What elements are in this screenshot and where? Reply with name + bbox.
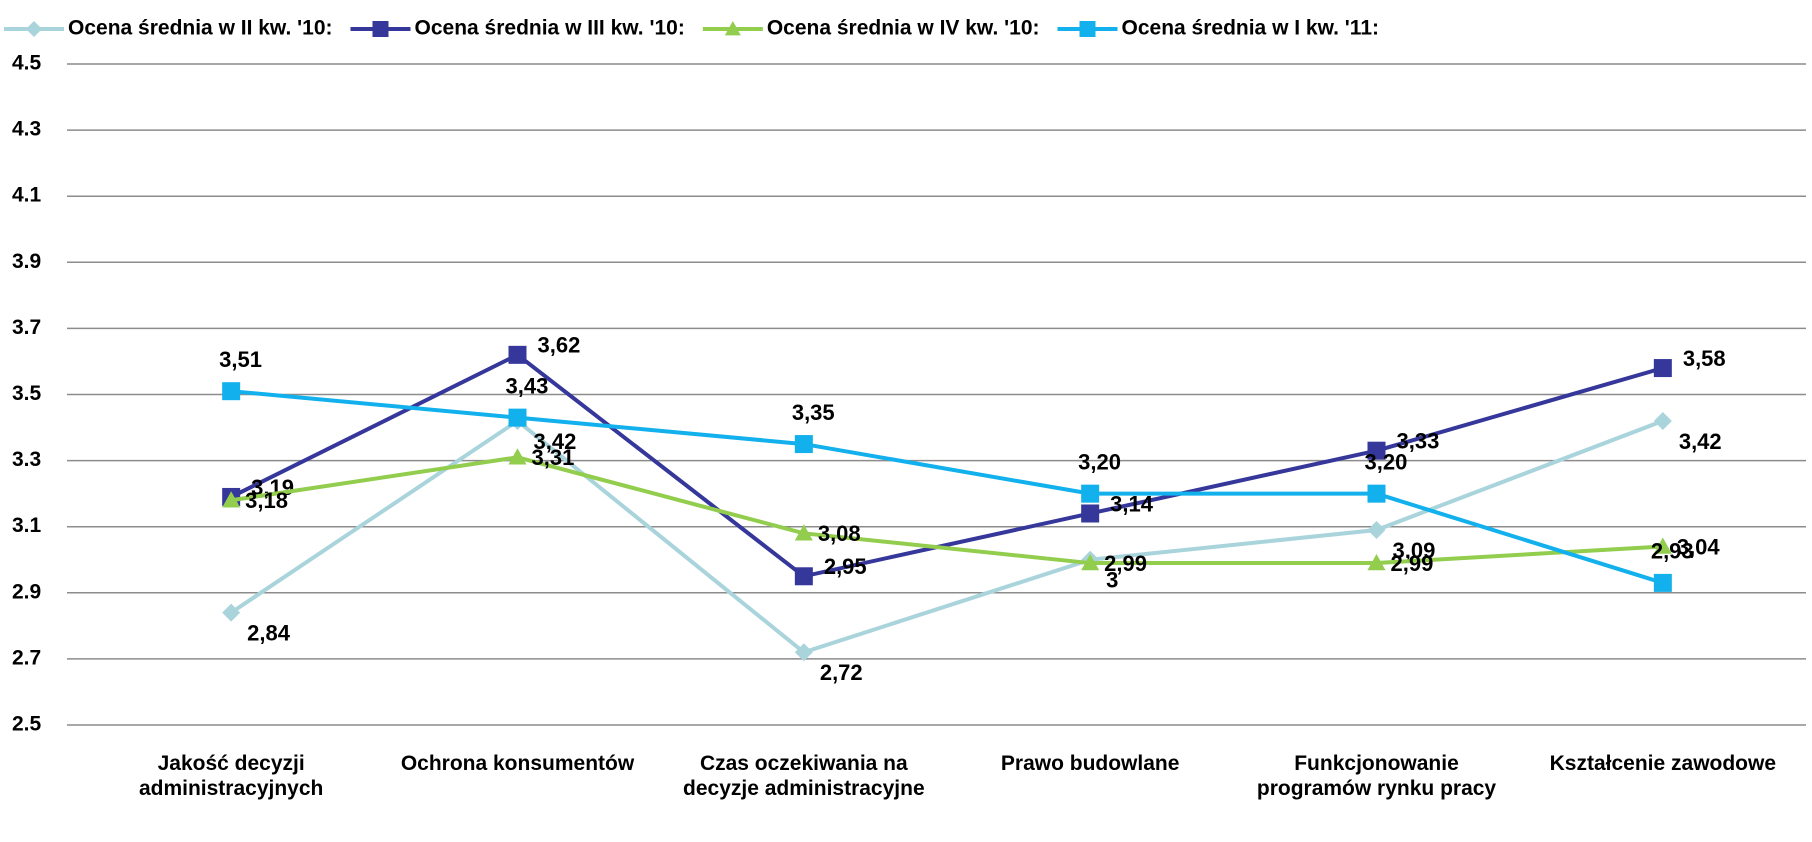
data-point [794,567,813,586]
data-label: 3,35 [792,400,835,425]
data-point [1081,484,1100,503]
data-label: 3 [1106,568,1118,593]
data-point [508,345,527,364]
x-tick-label: Prawo budowlane [1000,752,1180,775]
series-line [230,455,1663,566]
data-point [508,448,527,465]
data-label: 3,18 [245,488,288,513]
data-label: 3,43 [506,373,549,398]
y-tick-label: 4.3 [12,118,41,141]
legend-marker [26,21,42,37]
data-label: 2,99 [1104,551,1147,576]
data-point [1653,537,1672,554]
x-tick-label: Funkcjonowanie programów rynku pracy [1256,752,1497,800]
data-label: 3,04 [1677,534,1721,559]
data-point [794,643,813,662]
data-label: 3,42 [1679,429,1722,454]
data-label: 3,20 [1078,449,1121,474]
data-point [1653,573,1672,592]
legend-marker [1079,21,1096,37]
data-label: 3,62 [538,333,581,358]
data-label: 2,72 [820,660,863,685]
data-point [1081,504,1100,523]
data-point [794,435,813,454]
y-tick-label: 4.5 [12,52,42,75]
data-label: 3,31 [532,445,575,470]
data-point [1653,411,1672,430]
data-label: 2,99 [1391,551,1434,576]
data-label: 3,33 [1397,428,1440,453]
y-tick-label: 3.1 [12,514,42,537]
series-line [230,389,1664,585]
legend-marker [724,21,741,36]
y-tick-label: 2.9 [12,580,41,603]
data-point [794,524,813,541]
data-label: 3,58 [1683,346,1726,371]
data-point [1653,359,1672,378]
series-line [230,352,1664,579]
data-label: 2,93 [1651,539,1694,564]
data-label: 2,84 [247,620,291,645]
series-line [230,418,1664,655]
data-point [222,603,241,622]
data-point [1081,554,1100,571]
data-point [1367,521,1386,540]
legend-label: Ocena średnia w I kw. '11: [1122,17,1380,40]
y-tick-label: 4.1 [12,184,42,207]
x-tick-label: Kształcenie zawodowe [1549,752,1777,775]
y-tick-label: 3.3 [12,448,41,471]
data-label: 3,20 [1365,449,1408,474]
legend-label: Ocena średnia w III kw. '10: [415,17,685,40]
data-label: 3,08 [818,521,861,546]
x-tick-label: Jakość decyzji administracyjnych [138,752,324,800]
legend-label: Ocena średnia w IV kw. '10: [767,17,1040,40]
y-tick-label: 3.7 [12,316,41,339]
data-point [1367,441,1386,460]
y-tick-label: 2.5 [12,713,42,736]
x-tick-label: Czas oczekiwania na decyzje administracy… [683,752,925,800]
x-tick-label: Ochrona konsumentów [400,752,635,775]
data-point [1367,484,1386,503]
data-point [1367,554,1386,571]
y-tick-label: 3.9 [12,250,41,273]
data-label: 2,95 [824,554,867,579]
legend-label: Ocena średnia w II kw. '10: [68,17,333,40]
data-label: 3,42 [534,429,577,454]
legend-marker [372,21,389,37]
y-tick-label: 2.7 [12,646,41,669]
y-tick-label: 3.5 [12,382,42,405]
data-point [222,491,241,508]
data-point [508,408,527,427]
data-label: 3,51 [219,347,262,372]
data-point [222,382,241,401]
